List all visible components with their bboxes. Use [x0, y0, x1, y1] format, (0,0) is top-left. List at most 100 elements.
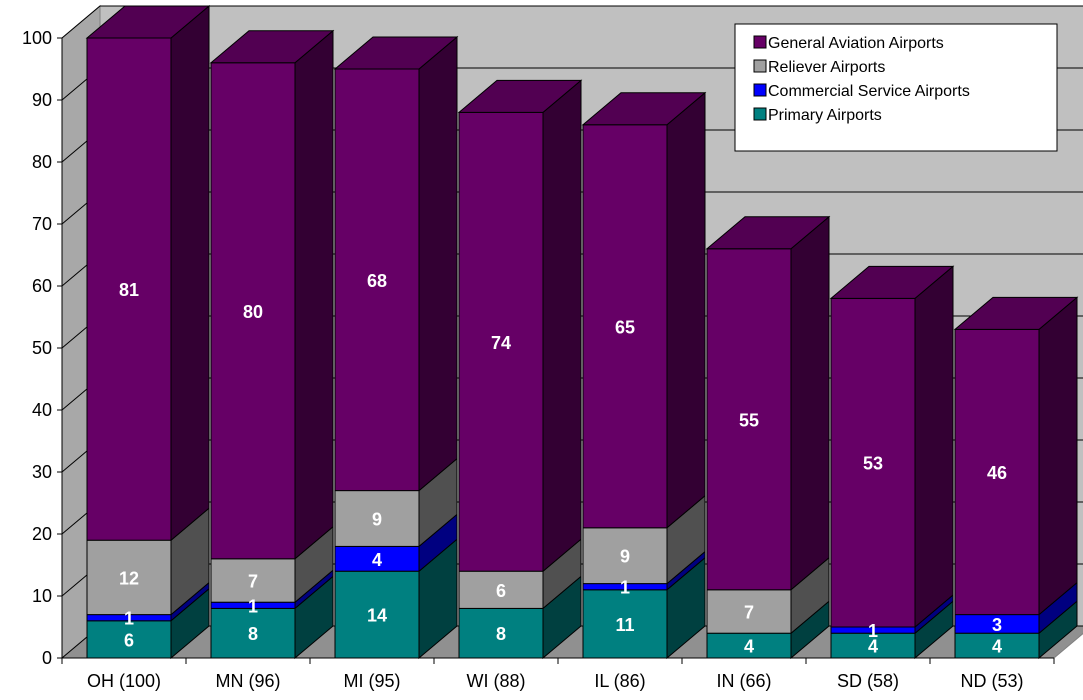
- bar-stack: 8 1 7 80: [209, 29, 335, 660]
- legend-label: General Aviation Airports: [768, 35, 944, 52]
- bar-stack: 43 46: [953, 296, 1079, 660]
- bar-side: [666, 91, 706, 529]
- x-tick-label: WI (88): [466, 671, 525, 691]
- data-label: 6: [496, 581, 506, 601]
- y-tick-label: 40: [32, 400, 52, 420]
- legend-label: Reliever Airports: [768, 59, 885, 76]
- x-tick-label: MN (96): [215, 671, 280, 691]
- legend-label: Commercial Service Airports: [768, 83, 970, 100]
- data-label: 53: [863, 454, 883, 474]
- bar-stack: 8 6 74: [457, 79, 583, 660]
- bar-side: [790, 215, 830, 591]
- y-tick-label: 50: [32, 338, 52, 358]
- x-axis: OH (100) MN (96) MI (95) WI (88) IL (86) IN (…: [61, 657, 1055, 691]
- data-label: 46: [987, 463, 1007, 483]
- bar-segment: [582, 527, 668, 585]
- bar-top: [333, 36, 459, 70]
- legend: General Aviation Airports Reliever Airpor…: [734, 23, 1058, 152]
- data-label: 14: [367, 606, 387, 626]
- x-tick-label: IL (86): [594, 671, 645, 691]
- bar-top: [457, 79, 583, 113]
- data-label: 9: [372, 510, 382, 530]
- data-label: 8: [496, 624, 506, 644]
- data-label: 8: [248, 624, 258, 644]
- bar-side: [418, 35, 458, 492]
- y-tick-label: 30: [32, 462, 52, 482]
- y-tick-label: 100: [22, 28, 52, 48]
- legend-swatch: [753, 59, 767, 73]
- x-tick-label: MI (95): [343, 671, 400, 691]
- bar-top: [953, 296, 1079, 330]
- y-tick-label: 0: [42, 648, 52, 668]
- legend-swatch: [753, 83, 767, 97]
- legend-label: Primary Airports: [768, 107, 882, 124]
- data-label: 9: [620, 547, 630, 567]
- bar-segment: [582, 589, 668, 659]
- data-label: 6: [124, 630, 134, 650]
- x-tick-label: OH (100): [87, 671, 161, 691]
- data-label: 4: [372, 550, 382, 570]
- bar-segment: [582, 124, 668, 529]
- bar-segment: [830, 632, 916, 659]
- bar-side: [1038, 296, 1078, 616]
- data-label: 80: [243, 302, 263, 322]
- bar-side: [914, 265, 954, 629]
- bar-side: [294, 29, 334, 560]
- y-tick-label: 10: [32, 586, 52, 606]
- data-label: 65: [615, 317, 635, 337]
- legend-swatch: [753, 35, 767, 49]
- bar-segment: [458, 570, 544, 609]
- bar-stack: 41 53: [829, 265, 955, 660]
- bar-segment: [210, 62, 296, 560]
- y-tick-label: 70: [32, 214, 52, 234]
- x-tick-label: ND (53): [960, 671, 1023, 691]
- y-axis: 0 10 20 30 40 50 60 70 80 90 100: [22, 28, 63, 668]
- bar-top: [85, 5, 211, 39]
- data-label: 1: [620, 578, 630, 598]
- bar-segment: [706, 589, 792, 634]
- data-label: 81: [119, 280, 139, 300]
- y-tick-label: 60: [32, 276, 52, 296]
- y-tick-label: 20: [32, 524, 52, 544]
- legend-swatch: [753, 107, 767, 121]
- data-label: 1: [124, 609, 134, 629]
- data-label: 4: [868, 637, 878, 657]
- x-tick-label: IN (66): [716, 671, 771, 691]
- data-label: 7: [248, 572, 258, 592]
- bar-top: [705, 216, 831, 250]
- x-tick-label: SD (58): [837, 671, 899, 691]
- data-label: 4: [744, 637, 754, 657]
- data-label: 1: [868, 621, 878, 641]
- data-label: 1: [248, 596, 258, 616]
- bar-stack: 14 4 9 68: [333, 35, 459, 660]
- data-label: 74: [491, 333, 511, 353]
- data-label: 11: [615, 615, 634, 635]
- bar-side: [170, 4, 210, 542]
- data-label: 12: [119, 568, 139, 588]
- bar-side: [542, 79, 582, 573]
- legend-box: [734, 23, 1058, 152]
- bar-segment: [334, 68, 420, 492]
- bar-segment: [334, 570, 420, 659]
- data-label: 7: [744, 603, 754, 623]
- bar-stack: 61 12 81: [85, 4, 211, 660]
- bar-segment: [210, 607, 296, 659]
- bar-segment: [954, 632, 1040, 659]
- bar-segment: [86, 37, 172, 541]
- y-tick-label: 90: [32, 90, 52, 110]
- bar-segment: [954, 328, 1040, 616]
- bar-segment: [830, 297, 916, 628]
- data-label: 55: [739, 410, 759, 430]
- data-label: 4: [992, 637, 1002, 657]
- bar-segment: [334, 545, 420, 572]
- bar-top: [581, 92, 707, 126]
- gridline: [61, 5, 1083, 39]
- bar-stack: 4 7 55: [705, 215, 831, 660]
- y-tick-label: 80: [32, 152, 52, 172]
- bar-top: [829, 265, 955, 299]
- bar-top: [209, 30, 335, 64]
- data-label: 68: [367, 271, 387, 291]
